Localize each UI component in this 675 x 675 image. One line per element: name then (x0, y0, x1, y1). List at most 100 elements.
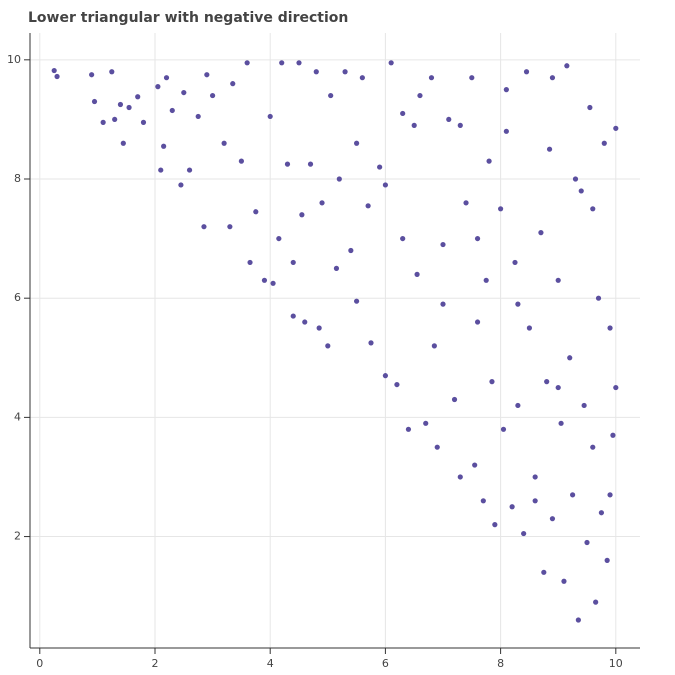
point (296, 60, 302, 66)
point (328, 92, 334, 99)
point (365, 203, 371, 209)
point (503, 87, 509, 93)
point (486, 158, 492, 164)
point (109, 69, 115, 75)
point (570, 492, 576, 498)
point (469, 75, 475, 81)
point (135, 94, 141, 100)
point (316, 325, 322, 331)
point (474, 319, 481, 325)
point (253, 209, 259, 215)
point (169, 107, 175, 114)
point (613, 384, 619, 391)
point (572, 176, 579, 182)
point (489, 379, 495, 385)
chart-title: Lower triangular with negative direction (28, 10, 348, 26)
point (195, 113, 201, 120)
point (544, 379, 550, 385)
point (204, 72, 210, 78)
y-tick-label: 4 (14, 410, 21, 423)
point (140, 119, 147, 125)
point (261, 277, 268, 283)
point (112, 116, 118, 123)
point (400, 110, 406, 117)
point (307, 161, 314, 167)
point (587, 104, 593, 111)
point (201, 224, 207, 230)
point (590, 206, 596, 212)
point (181, 89, 187, 96)
point (405, 426, 412, 432)
point (431, 343, 437, 349)
point (247, 259, 253, 266)
point (584, 539, 590, 546)
point (290, 313, 296, 319)
point (325, 343, 331, 349)
point (604, 557, 610, 563)
point (279, 60, 285, 66)
point (100, 119, 106, 125)
point (500, 426, 507, 432)
point (89, 72, 95, 78)
point (299, 212, 305, 218)
point (155, 84, 161, 90)
point (549, 516, 556, 522)
point (354, 140, 360, 146)
point (51, 67, 57, 74)
point (394, 381, 400, 388)
point (575, 617, 581, 623)
point (549, 75, 556, 81)
point (120, 140, 126, 146)
point (163, 75, 170, 81)
point (221, 140, 227, 146)
point (598, 510, 605, 516)
point (480, 498, 486, 504)
point (515, 301, 521, 307)
point (302, 319, 308, 325)
x-tick-label: 0 (36, 657, 43, 670)
point (428, 75, 435, 81)
point (276, 235, 282, 242)
point (313, 69, 319, 75)
point (417, 92, 423, 99)
point (581, 402, 587, 409)
point (284, 161, 291, 167)
point (538, 230, 544, 236)
point (532, 498, 538, 504)
point (607, 325, 613, 331)
point (333, 265, 340, 271)
point (541, 569, 547, 575)
point (186, 167, 193, 173)
point (238, 158, 244, 164)
point (354, 298, 360, 304)
point (483, 277, 489, 283)
point (91, 98, 98, 105)
point (532, 474, 538, 480)
point (400, 235, 406, 242)
point (126, 104, 132, 111)
y-tick-label: 10 (7, 53, 21, 66)
point (446, 116, 452, 123)
point (567, 355, 573, 361)
point (270, 280, 276, 286)
x-tick-label: 10 (609, 657, 623, 670)
point (382, 182, 389, 188)
point (414, 271, 420, 277)
point (457, 474, 463, 480)
x-tick-label: 4 (267, 657, 274, 670)
point (515, 402, 521, 409)
point (161, 143, 167, 149)
points (51, 60, 619, 623)
x-tick-label: 6 (382, 657, 389, 670)
point (498, 206, 504, 212)
point (267, 113, 273, 120)
point (342, 69, 348, 75)
point (601, 140, 607, 146)
point (555, 384, 561, 391)
point (546, 146, 553, 152)
point (336, 176, 342, 182)
point (509, 504, 515, 510)
point (578, 188, 584, 194)
point (463, 200, 469, 206)
point (451, 396, 458, 403)
